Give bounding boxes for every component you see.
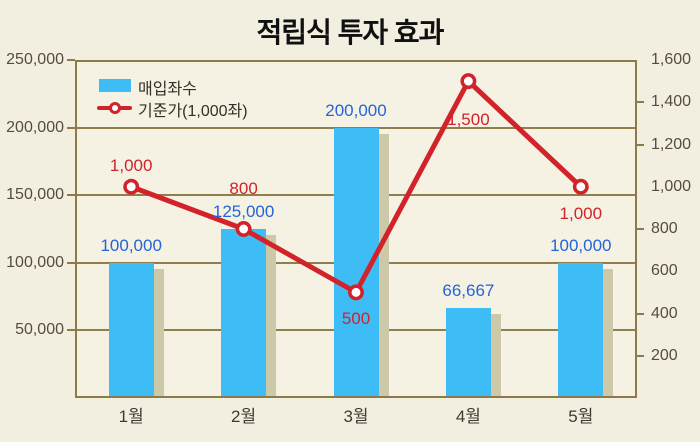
y-axis-left-tick [67,126,75,129]
y-axis-right-tick-label: 400 [651,304,678,322]
bar-shadow [378,133,389,396]
y-axis-left-tick [67,59,75,61]
bar-shadow [603,268,614,396]
y-axis-right-tick-label: 1,600 [651,51,692,68]
x-axis-label-2: 2월 [231,407,257,426]
y-axis-left-tick [67,194,75,197]
y-axis-right-tick-label: 1,400 [651,93,692,111]
y-axis-right-tick-label: 600 [651,262,678,280]
line-value-label: 1,500 [447,110,490,130]
y-axis-right-tick [637,101,644,104]
legend-line-label: 기준가(1,000좌) [138,103,248,120]
y-axis-right-tick-label: 1,200 [651,135,692,153]
y-axis-left-tick [67,329,75,332]
y-axis-right-tick [637,228,644,230]
y-axis-left-tick-label: 200,000 [6,118,64,136]
y-axis-left-tick-label: 100,000 [6,253,64,271]
bar-4월 [445,307,491,396]
bar-shadow [153,268,164,396]
y-axis-right-tick-label: 200 [651,346,678,364]
x-axis-label-1: 1월 [118,407,144,426]
bar-5월 [558,262,604,396]
bar-value-label: 100,000 [100,235,162,255]
y-axis-right-tick [637,312,644,315]
bar-3월 [333,127,379,396]
chart-title: 적립식 투자 효과 [256,17,445,48]
bar-shadow [490,313,501,396]
bar-series-swatch-icon [99,79,131,92]
bar-value-label: 66,667 [442,280,495,300]
x-axis-label-4: 4월 [455,407,481,426]
line-value-label: 1,000 [109,155,153,175]
bar-value-label: 200,000 [325,100,387,120]
line-value-label: 800 [229,179,258,198]
y-axis-left-tick-label: 250,000 [6,51,64,68]
bar-shadow [266,235,277,396]
line-value-label: 1,000 [559,203,603,223]
y-axis-right-tick [637,143,644,146]
x-axis-label-5: 5월 [568,407,594,426]
bar-value-label: 125,000 [212,202,275,221]
y-axis-left-tick-label: 50,000 [15,321,64,339]
y-axis-right-tick [637,354,644,357]
x-axis-label-3: 3월 [343,407,369,426]
bar-value-label: 100,000 [550,235,612,255]
line-series-marker-icon [109,102,121,114]
y-axis-left-tick-label: 150,000 [6,186,64,204]
line-value-label: 500 [341,309,371,329]
bar-1월 [108,262,154,396]
y-axis-right-tick-label: 800 [651,220,678,237]
bar-2월 [221,229,267,396]
y-axis-right-tick-label: 1,000 [651,177,692,195]
legend-bar-label: 매입좌수 [138,81,197,98]
y-axis-left-tick [67,261,75,264]
